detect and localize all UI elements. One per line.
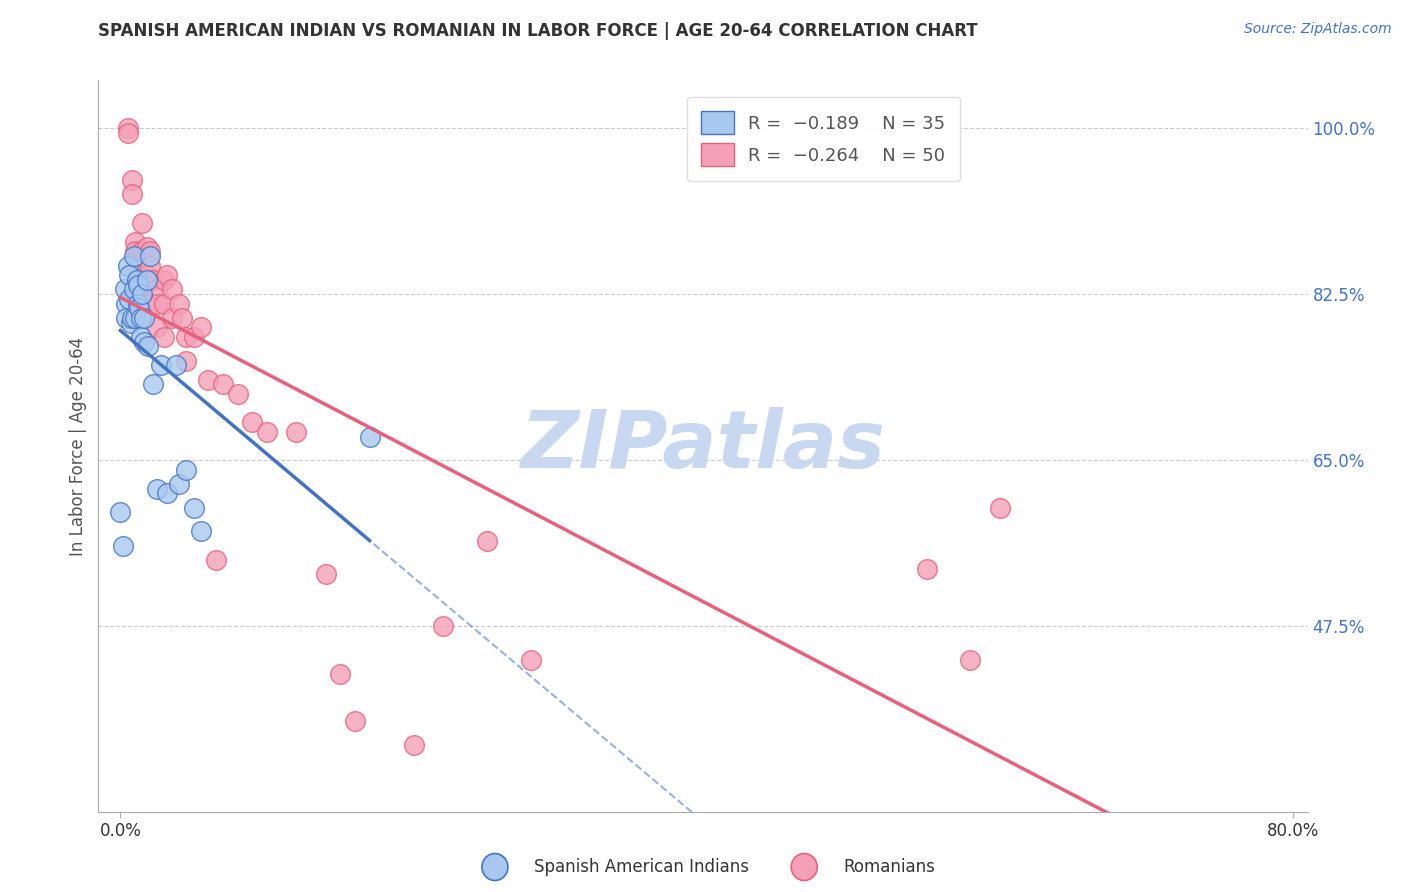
Text: ZIPatlas: ZIPatlas [520, 407, 886, 485]
Point [136, 339, 159, 353]
Point [190, 524, 212, 539]
Point [150, 358, 173, 372]
Point [117, 126, 139, 140]
Point [343, 714, 366, 729]
Point [131, 216, 153, 230]
Point [520, 653, 543, 667]
Point [256, 425, 278, 439]
Point [959, 653, 981, 667]
Point [135, 273, 157, 287]
Point [183, 500, 205, 515]
Point [118, 268, 141, 282]
Point [183, 330, 205, 344]
Point [146, 320, 169, 334]
Point [915, 562, 938, 576]
Point [146, 482, 169, 496]
Point [127, 296, 149, 310]
Point [142, 273, 165, 287]
Point [127, 282, 149, 296]
Point [132, 310, 155, 325]
Point [114, 282, 136, 296]
Point [156, 268, 179, 282]
Point [135, 268, 157, 282]
Point [176, 330, 198, 344]
Point [329, 667, 352, 681]
Point [204, 553, 226, 567]
Point [120, 316, 142, 330]
Point [475, 533, 498, 548]
Text: SPANISH AMERICAN INDIAN VS ROMANIAN IN LABOR FORCE | AGE 20-64 CORRELATION CHART: SPANISH AMERICAN INDIAN VS ROMANIAN IN L… [98, 22, 979, 40]
Point [176, 463, 198, 477]
Point [138, 244, 160, 259]
Point [124, 235, 146, 249]
Point [115, 296, 138, 310]
Point [131, 277, 153, 292]
Point [131, 287, 153, 301]
Point [121, 310, 143, 325]
Point [121, 173, 143, 187]
Point [124, 310, 146, 325]
Point [135, 239, 157, 253]
Point [153, 273, 176, 287]
Point [132, 334, 155, 349]
Point [122, 249, 145, 263]
Point [118, 292, 141, 306]
Point [117, 120, 139, 135]
Point [170, 310, 193, 325]
Point [190, 320, 212, 334]
Legend: R =  −0.189    N = 35, R =  −0.264    N = 50: R = −0.189 N = 35, R = −0.264 N = 50 [688, 96, 960, 181]
Point [128, 301, 150, 316]
Point [124, 244, 146, 259]
Point [226, 386, 249, 401]
Circle shape [482, 854, 508, 880]
Y-axis label: In Labor Force | Age 20-64: In Labor Force | Age 20-64 [69, 336, 87, 556]
Point [122, 282, 145, 296]
Text: Romanians: Romanians [844, 858, 935, 876]
Point [156, 486, 179, 500]
Point [167, 477, 190, 491]
Point [125, 273, 148, 287]
Point [127, 268, 149, 282]
Point [129, 310, 152, 325]
Point [197, 372, 219, 386]
Point [432, 619, 454, 633]
Point [153, 330, 176, 344]
Point [121, 187, 143, 202]
Point [142, 377, 165, 392]
Point [131, 244, 153, 259]
Point [115, 310, 138, 325]
Point [402, 738, 425, 752]
Point [129, 330, 152, 344]
Point [127, 277, 149, 292]
Point [212, 377, 235, 392]
Point [127, 249, 149, 263]
Point [117, 259, 139, 273]
Point [112, 539, 135, 553]
Point [240, 415, 263, 429]
Text: Source: ZipAtlas.com: Source: ZipAtlas.com [1244, 22, 1392, 37]
Text: Spanish American Indians: Spanish American Indians [534, 858, 749, 876]
Point [138, 249, 160, 263]
Point [146, 282, 169, 296]
Point [176, 353, 198, 368]
Point [359, 429, 381, 443]
Point [138, 296, 160, 310]
Point [988, 500, 1011, 515]
Point [167, 296, 190, 310]
Point [160, 310, 183, 325]
Point [110, 506, 132, 520]
Point [153, 296, 176, 310]
Point [160, 282, 183, 296]
Point [165, 358, 187, 372]
Point [138, 259, 160, 273]
Point [146, 296, 169, 310]
Circle shape [792, 854, 817, 880]
Point [315, 567, 337, 582]
Point [285, 425, 308, 439]
